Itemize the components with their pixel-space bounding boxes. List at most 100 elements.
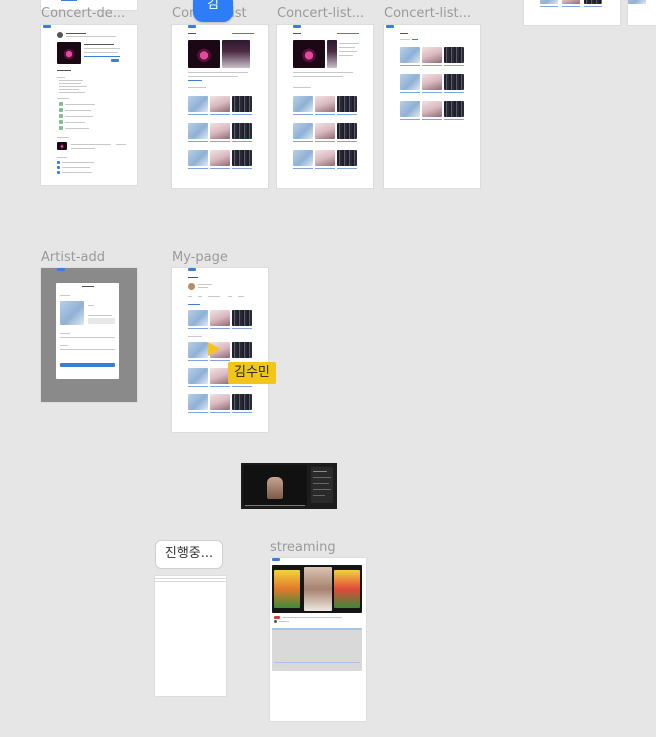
frame-line <box>282 617 342 618</box>
avatar <box>274 620 277 623</box>
live-badge <box>274 616 280 619</box>
collaborator-avatar[interactable]: 김 <box>193 0 233 22</box>
cursor-arrow-icon <box>208 342 220 356</box>
list-dot <box>57 166 60 169</box>
frame-line <box>57 77 65 78</box>
thumb-caption <box>422 92 442 93</box>
thumbnail <box>232 394 252 410</box>
frame-line <box>62 162 94 163</box>
frame-line <box>412 39 418 40</box>
status-pill-in-progress[interactable]: 진행중... <box>155 540 223 569</box>
frame-line <box>313 483 329 484</box>
thumb-caption <box>232 114 252 115</box>
frame-line <box>279 621 289 622</box>
progress-bar <box>245 505 305 506</box>
frame-line <box>57 137 69 138</box>
frame-streaming[interactable] <box>270 558 366 721</box>
thumb-caption <box>315 168 335 169</box>
stream-person <box>304 567 332 611</box>
collaborator-name-tag: 김수민 <box>228 362 276 384</box>
list-dot <box>59 120 63 124</box>
frame-line <box>198 287 208 288</box>
frame-line <box>293 33 301 34</box>
thumb-caption <box>188 360 208 361</box>
frame-video-player[interactable] <box>241 463 337 509</box>
frame-label-concert-list-3: Concert-list... <box>384 6 472 21</box>
list-dot <box>57 161 60 164</box>
thumbnail <box>400 101 420 117</box>
avatar <box>57 32 63 38</box>
thumb-caption <box>232 328 252 329</box>
thumbnail <box>628 0 646 4</box>
frame-line <box>188 72 248 73</box>
frame-partial-top-left[interactable] <box>41 0 137 10</box>
frame-line <box>400 39 410 40</box>
frame-line <box>61 0 77 1</box>
frame-line <box>88 305 94 306</box>
thumb-caption <box>444 92 464 93</box>
thumbnail <box>400 47 420 63</box>
side-panel <box>311 467 333 503</box>
nav-chip <box>293 25 301 28</box>
thumb-caption <box>422 65 442 66</box>
modal-dialog <box>56 283 119 379</box>
frame-line <box>293 76 343 77</box>
nav-chip <box>188 25 196 28</box>
frame-line <box>60 333 70 334</box>
frame-my-page[interactable] <box>172 268 268 432</box>
thumbnail <box>422 74 442 90</box>
thumbnail <box>232 310 252 326</box>
frame-line <box>188 33 196 34</box>
frame-line <box>293 72 353 73</box>
frame-line <box>198 284 212 285</box>
frame-line <box>232 33 254 34</box>
thumb-caption <box>444 119 464 120</box>
thumb-caption <box>232 168 252 169</box>
thumb-caption <box>210 360 230 361</box>
frame-line <box>59 83 81 84</box>
thumbnail <box>562 0 580 4</box>
frame-artist-add[interactable] <box>41 268 137 402</box>
thumb-caption <box>293 141 313 142</box>
thumb-caption <box>210 168 230 169</box>
frame-label-my-page: My-page <box>172 250 228 265</box>
poster-thumbnail <box>293 40 325 68</box>
thumbnail <box>293 123 313 139</box>
frame-line <box>62 167 90 168</box>
frame-partial-top-right-1[interactable] <box>524 0 620 25</box>
list-dot <box>59 108 63 112</box>
thumb-caption <box>210 328 230 329</box>
frame-concert-detail[interactable] <box>41 25 137 185</box>
poster-thumbnail <box>327 40 337 68</box>
frame-line <box>339 43 359 44</box>
poster-thumbnail <box>57 42 81 64</box>
thumb-caption <box>400 92 420 93</box>
thumbnail <box>315 123 335 139</box>
thumbnail <box>188 96 208 112</box>
frame-blank[interactable] <box>155 576 226 696</box>
thumb-caption <box>210 114 230 115</box>
frame-line <box>313 471 327 472</box>
frame-partial-top-right-2[interactable] <box>628 0 656 25</box>
thumbnail <box>188 150 208 166</box>
frame-concert-list-3[interactable] <box>384 25 480 188</box>
thumb-caption <box>188 168 208 169</box>
frame-label-concert-list-2: Concert-list... <box>277 6 365 21</box>
thumb-caption <box>337 141 357 142</box>
thumbnail <box>422 101 442 117</box>
frame-concert-list[interactable] <box>172 25 268 188</box>
thumbnail <box>293 150 313 166</box>
frame-concert-list-2[interactable] <box>277 25 373 188</box>
frame-line <box>339 55 353 56</box>
thumbnail <box>188 368 208 384</box>
frame-line <box>65 110 91 111</box>
thumb-caption <box>232 386 252 387</box>
frame-line <box>62 172 92 173</box>
frame-line <box>59 92 85 93</box>
list-dot <box>59 114 63 118</box>
chat-panel <box>272 628 362 671</box>
thumbnail <box>188 394 208 410</box>
frame-line <box>59 89 79 90</box>
thumbnail <box>210 123 230 139</box>
